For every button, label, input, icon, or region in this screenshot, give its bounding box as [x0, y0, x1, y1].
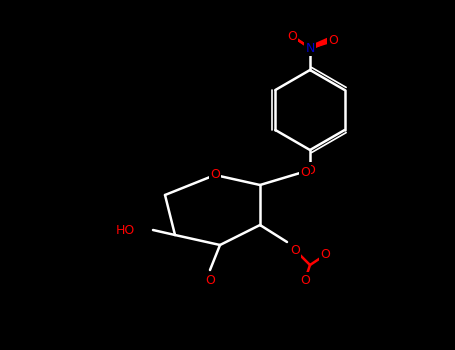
Text: O: O [205, 273, 215, 287]
Text: O: O [300, 166, 310, 178]
Text: O: O [210, 168, 220, 182]
Text: HO: HO [116, 224, 135, 237]
Text: O: O [320, 248, 330, 261]
Text: O: O [290, 244, 300, 257]
Text: O: O [287, 29, 297, 42]
Text: N: N [305, 42, 315, 55]
Text: O: O [328, 34, 338, 47]
Text: O: O [300, 273, 310, 287]
Text: O: O [305, 163, 315, 176]
